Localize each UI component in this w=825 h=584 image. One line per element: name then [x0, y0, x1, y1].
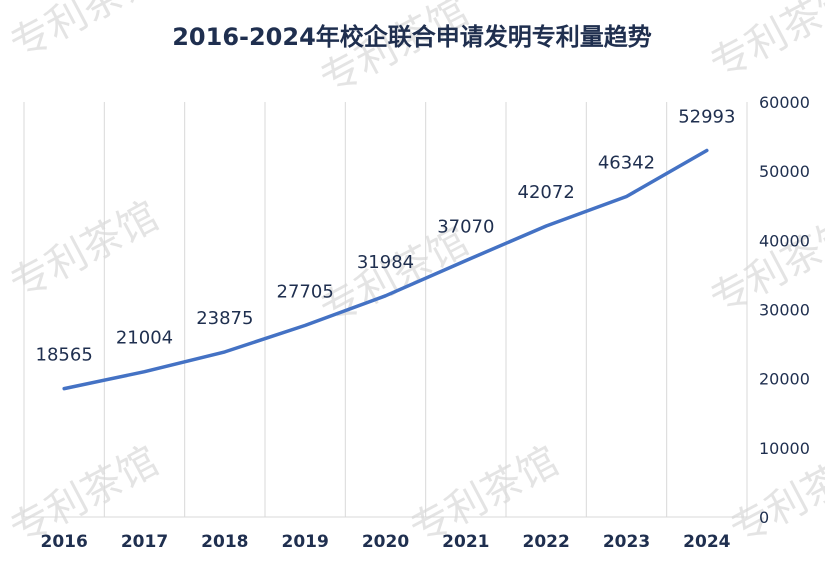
- watermark-text: 专利茶馆: [3, 193, 166, 309]
- y-tick-label: 20000: [759, 370, 810, 389]
- y-tick-label: 50000: [759, 162, 810, 181]
- data-label: 37070: [437, 217, 494, 238]
- watermark-text: 专利茶馆: [703, 0, 825, 89]
- data-label: 27705: [277, 281, 334, 302]
- data-label: 31984: [357, 252, 414, 273]
- vertical-gridlines: [23, 102, 748, 517]
- x-tick-label: 2023: [603, 532, 650, 552]
- data-label: 46342: [598, 152, 655, 173]
- data-label: 21004: [116, 328, 173, 349]
- x-axis-ticks: 2016 2017 2018 2019 2020 2021 2022 2023 2024: [41, 532, 731, 552]
- x-tick-label: 2017: [121, 532, 168, 552]
- y-tick-label: 60000: [759, 93, 810, 112]
- x-tick-label: 2016: [41, 532, 88, 552]
- data-label: 18565: [36, 345, 93, 366]
- x-tick-label: 2022: [523, 532, 570, 552]
- y-tick-label: 0: [759, 508, 769, 527]
- x-tick-label: 2019: [282, 532, 329, 552]
- x-tick-label: 2021: [442, 532, 489, 552]
- chart-title: 2016-2024年校企联合申请发明专利量趋势: [172, 23, 652, 51]
- x-tick-label: 2020: [362, 532, 409, 552]
- watermark-text: 专利茶馆: [3, 0, 166, 69]
- series-line: [62, 148, 709, 391]
- watermark-text: 专利茶馆: [313, 0, 476, 104]
- data-label: 52993: [678, 106, 735, 127]
- y-tick-label: 10000: [759, 439, 810, 458]
- y-axis-ticks: 0 10000 20000 30000 40000 50000 60000: [759, 93, 810, 527]
- x-tick-label: 2024: [683, 532, 730, 552]
- x-tick-label: 2018: [201, 532, 248, 552]
- data-label: 42072: [518, 182, 575, 203]
- data-label: 23875: [196, 308, 253, 329]
- y-tick-label: 30000: [759, 301, 810, 320]
- y-tick-label: 40000: [759, 231, 810, 250]
- data-labels: 18565 21004 23875 27705 31984 37070 42072 46342…: [36, 106, 736, 365]
